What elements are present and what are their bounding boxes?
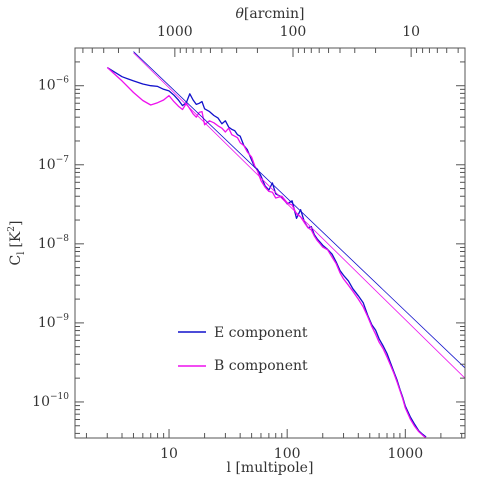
top-tick-label: 1000 — [157, 24, 193, 40]
top-tick-label: 100 — [280, 24, 307, 40]
y-tick-label: 10−10 — [32, 392, 69, 410]
series-line-e-component — [106, 66, 427, 438]
y-axis-title-unit: [K — [8, 231, 24, 247]
x-tick-label: 100 — [274, 446, 301, 462]
fit-line-2 — [133, 51, 465, 369]
y-axis-title-sub: l — [16, 252, 27, 255]
series-line-b-component — [106, 67, 427, 438]
top-axis-unit: [arcmin] — [244, 6, 305, 22]
y-tick-label: 10−7 — [38, 155, 69, 173]
top-axis-title: θ[arcmin] — [235, 6, 304, 22]
tick-labels-group: 10 100 1000 1000 100 10 10−6 10−7 10−8 10−9 10−10 — [32, 24, 423, 462]
ticks-group — [74, 47, 465, 438]
top-axis-theta-symbol: θ — [235, 6, 244, 22]
x-axis-title: l [multipole] — [227, 460, 314, 476]
y-axis-title-unit-close: ] — [8, 220, 24, 225]
y-axis-title-unit-exp: 2 — [7, 226, 17, 232]
y-tick-label: 10−6 — [38, 76, 69, 94]
top-tick-label: 10 — [402, 24, 420, 40]
y-axis-title: Cl [K2] — [7, 220, 27, 265]
x-tick-label: 10 — [160, 446, 178, 462]
plot-frame — [74, 47, 466, 439]
y-tick-label: 10−8 — [38, 234, 69, 252]
legend-label-b: B component — [214, 358, 308, 374]
y-axis-title-main: C — [8, 255, 24, 266]
x-tick-label: 1000 — [387, 446, 423, 462]
legend: E component B component — [178, 325, 308, 374]
plot-area — [106, 51, 465, 438]
fit-line-3 — [133, 52, 465, 379]
y-tick-label: 10−9 — [38, 313, 69, 331]
legend-label-e: E component — [214, 325, 308, 341]
